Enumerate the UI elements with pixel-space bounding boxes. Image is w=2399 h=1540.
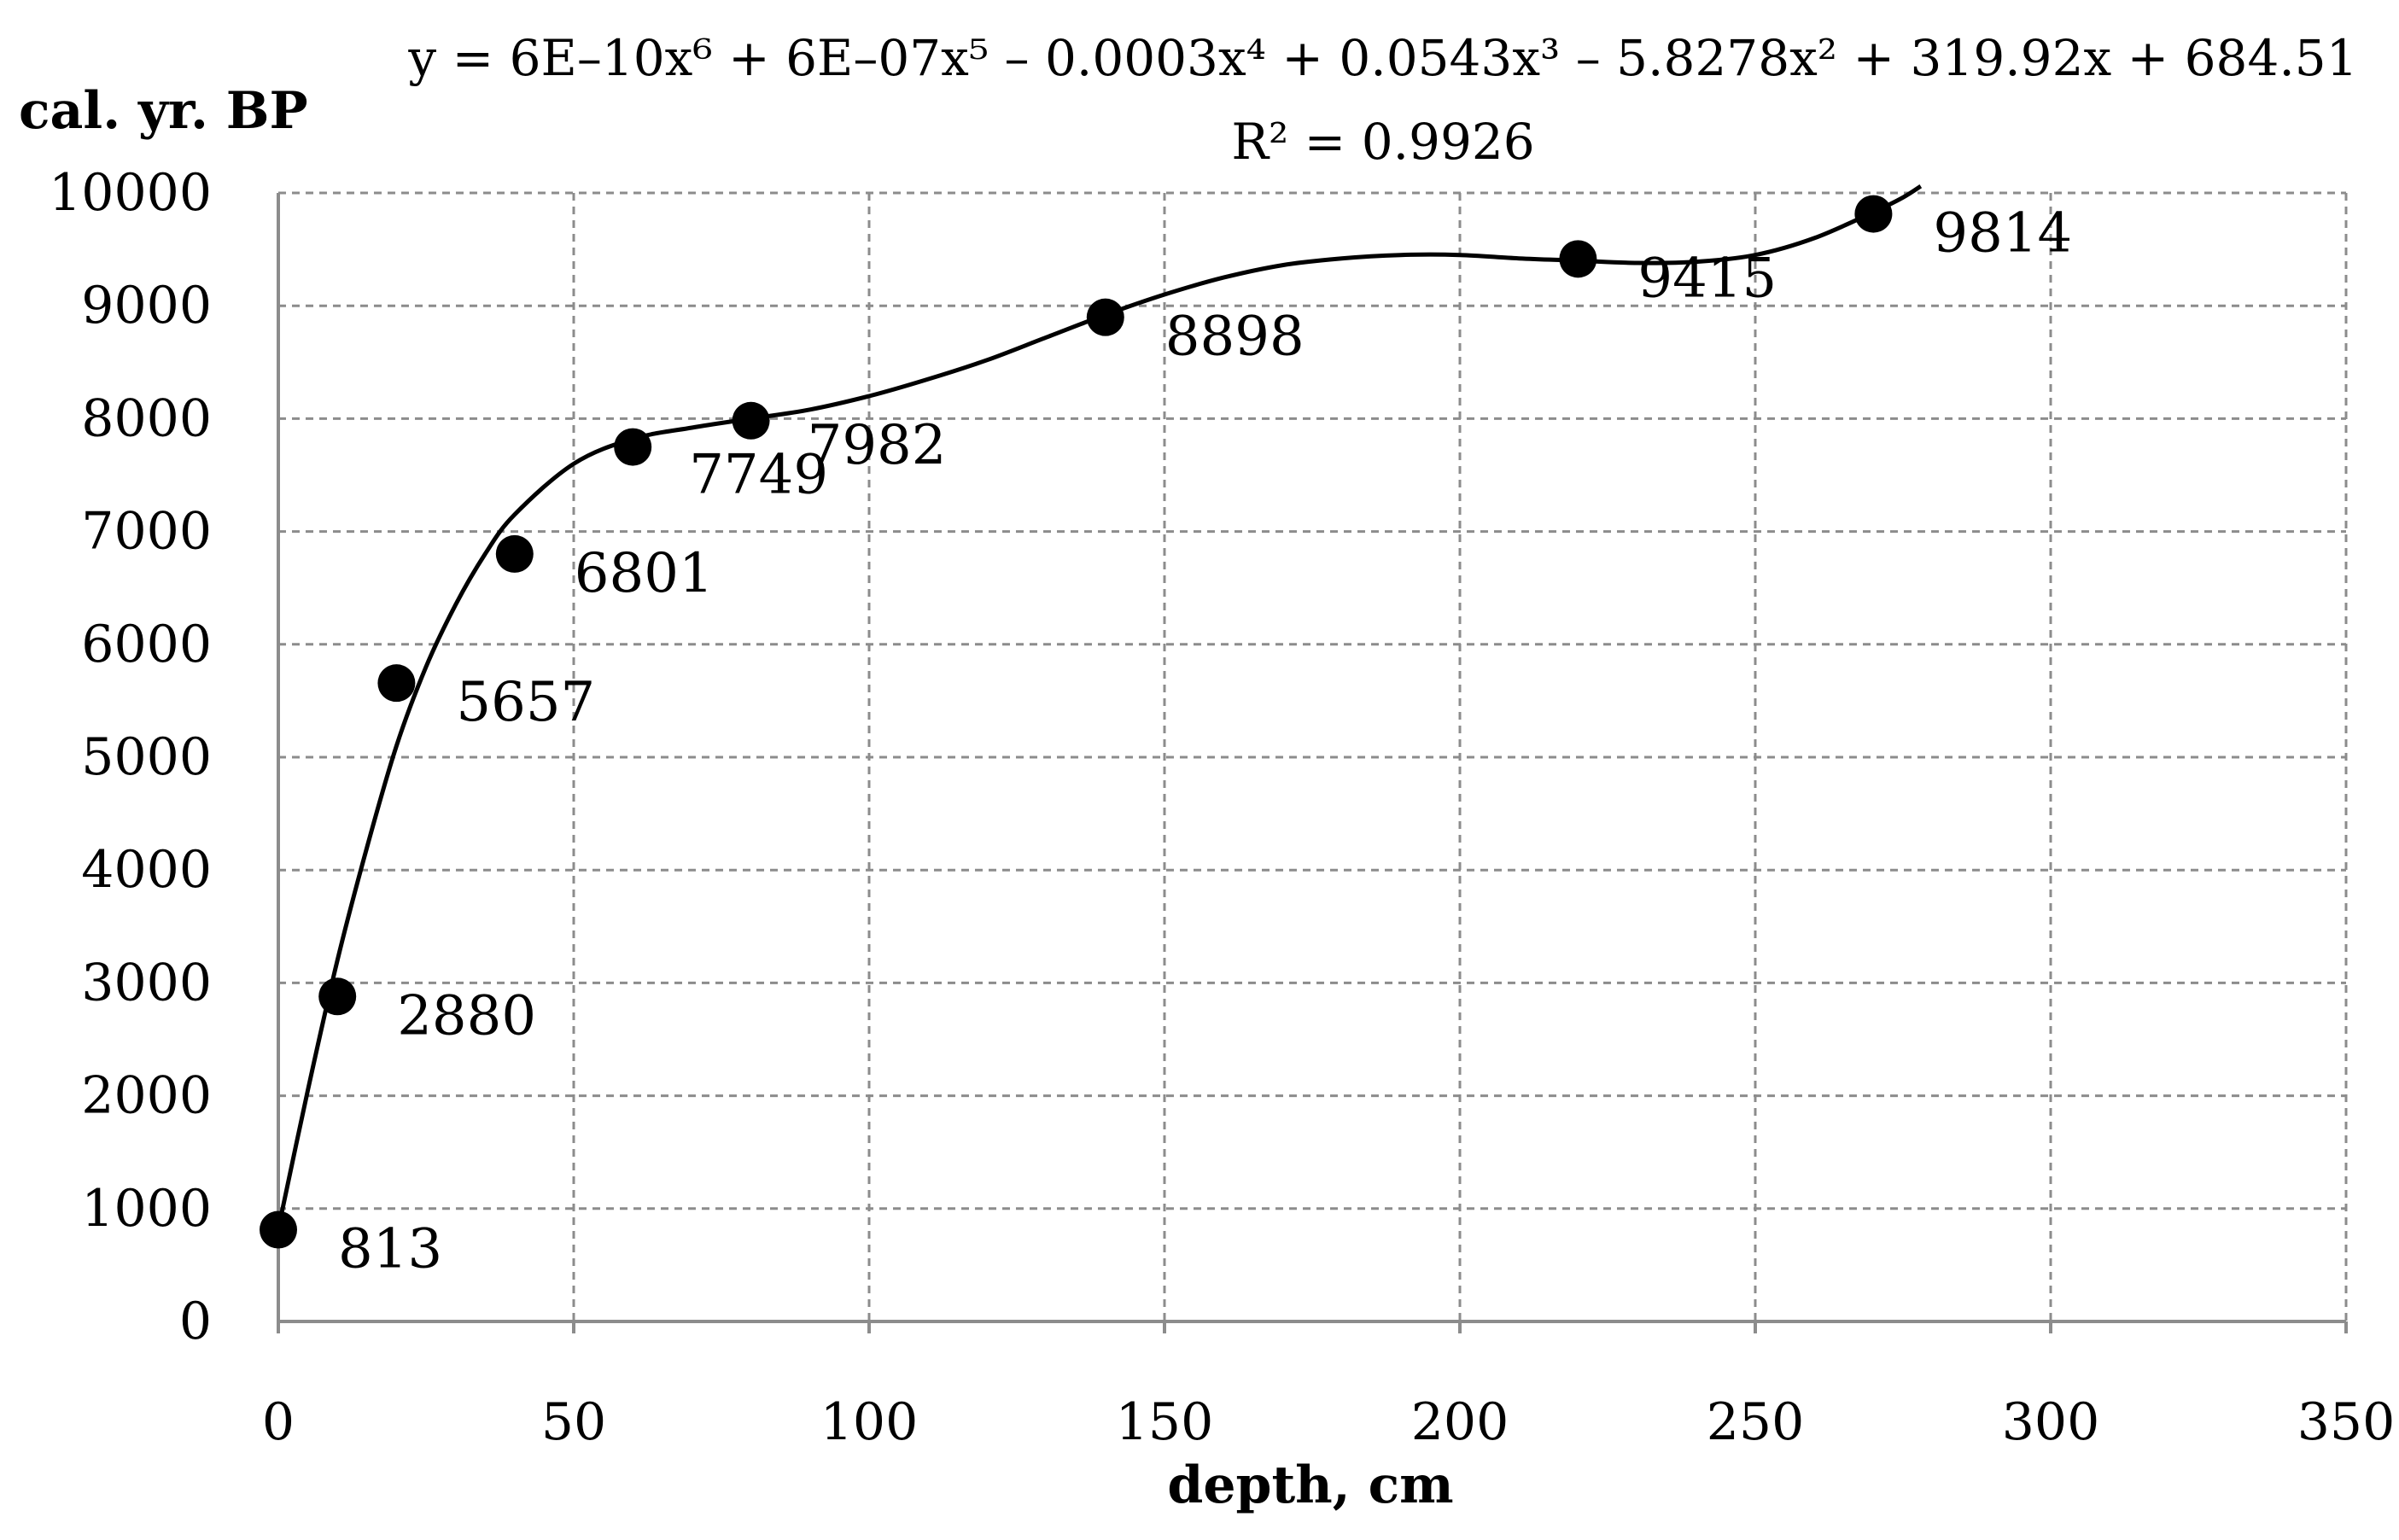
x-tick-label: 300: [2002, 1392, 2100, 1452]
x-tick-label: 250: [1707, 1392, 1805, 1452]
polynomial-trendline: [276, 184, 1923, 1230]
y-tick-label: 8000: [81, 388, 212, 448]
y-tick-label: 0: [179, 1292, 212, 1351]
data-label: 5657: [456, 671, 595, 734]
x-tick-label: 0: [262, 1392, 295, 1452]
data-point: [377, 664, 416, 703]
y-tick-label: 2000: [81, 1066, 212, 1126]
trendline-r-squared: R² = 0.9926: [1231, 113, 1534, 171]
data-point: [732, 401, 770, 440]
trendline-equation: y = 6E–10x⁶ + 6E–07x⁵ – 0.0003x⁴ + 0.054…: [407, 29, 2357, 87]
y-tick-label: 3000: [81, 953, 212, 1012]
data-label: 9415: [1637, 247, 1777, 310]
chart-grid: [278, 191, 2348, 1321]
data-point: [1559, 240, 1597, 278]
data-label: 7749: [689, 444, 828, 507]
y-tick-label: 1000: [81, 1179, 212, 1239]
chart-tick-labels: 0100020003000400050006000700080009000100…: [49, 163, 2395, 1452]
y-tick-label: 4000: [81, 840, 212, 900]
trendline-group: [276, 184, 1923, 1230]
y-tick-label: 10000: [49, 163, 212, 223]
data-point: [1086, 298, 1124, 336]
data-point: [1854, 195, 1893, 233]
data-label: 7982: [808, 414, 947, 477]
x-tick-label: 200: [1411, 1392, 1509, 1452]
x-tick-label: 50: [541, 1392, 606, 1452]
y-tick-label: 6000: [81, 615, 212, 674]
x-tick-label: 100: [820, 1392, 919, 1452]
data-label: 6801: [575, 542, 714, 605]
x-tick-label: 150: [1116, 1392, 1214, 1452]
y-axis-title: cal. yr. BP: [19, 81, 308, 141]
y-tick-label: 5000: [81, 727, 212, 787]
data-label: 9814: [1933, 202, 2072, 265]
data-points: [260, 195, 1893, 1249]
data-point: [614, 428, 652, 466]
data-label: 813: [338, 1218, 442, 1281]
y-tick-label: 9000: [81, 276, 212, 335]
data-label: 2880: [397, 984, 536, 1047]
x-axis-title: depth, cm: [1167, 1455, 1453, 1515]
y-tick-label: 7000: [81, 502, 212, 562]
data-point: [260, 1210, 297, 1249]
data-point: [318, 977, 357, 1016]
data-label: 8898: [1165, 306, 1305, 369]
data-point: [495, 534, 534, 573]
x-tick-label: 350: [2297, 1392, 2396, 1452]
chart-axes: [277, 193, 2348, 1333]
